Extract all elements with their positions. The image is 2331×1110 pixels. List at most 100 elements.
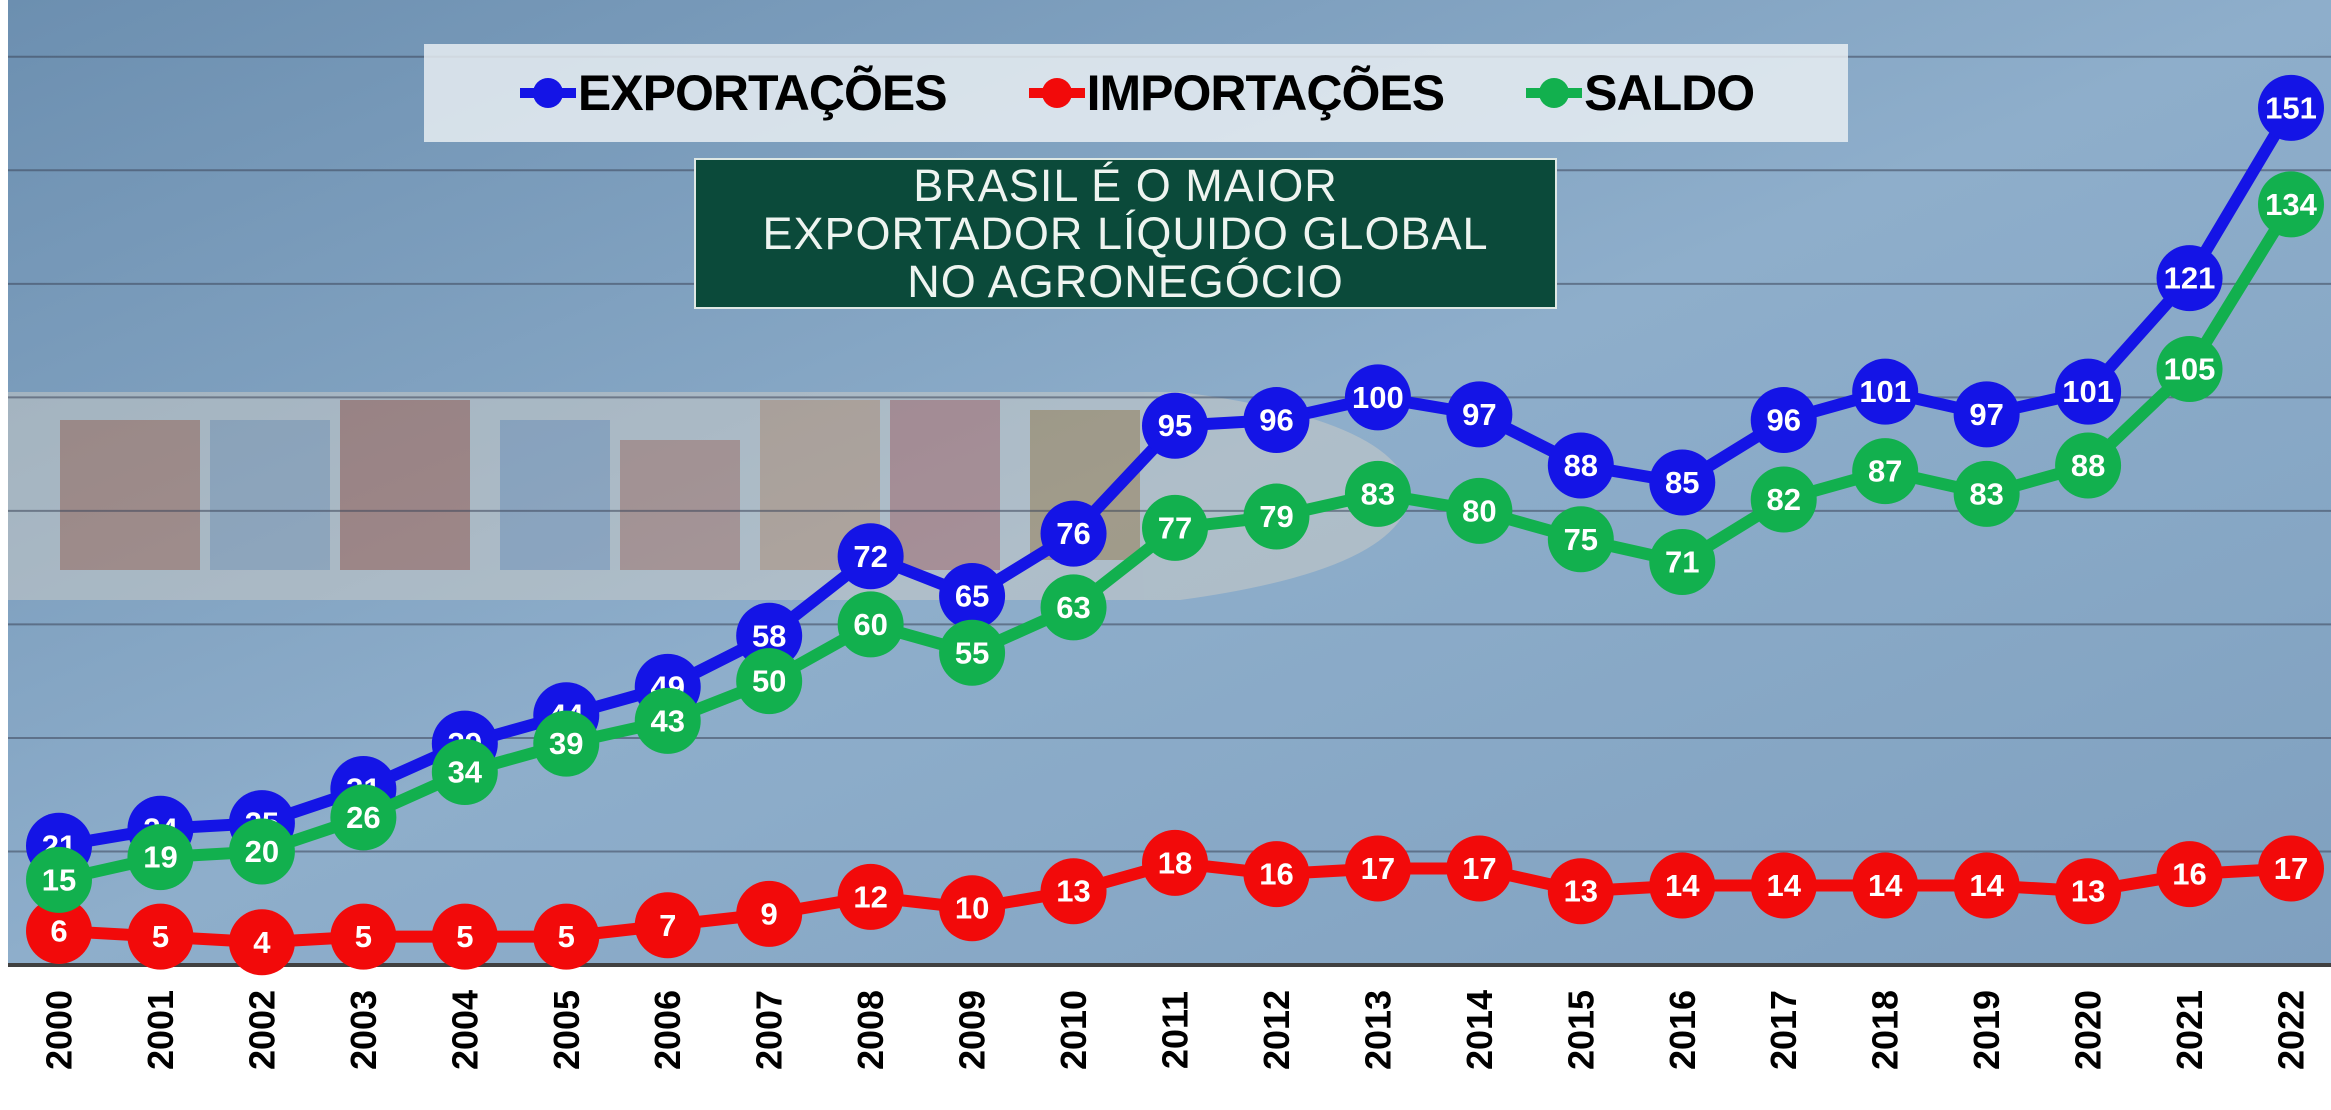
x-tick-label: 2012 [1256,990,1297,1070]
x-tick-label: 2019 [1966,990,2007,1070]
point [1040,858,1107,925]
point [1142,494,1208,561]
point [939,619,1006,686]
data-label: 14 [1868,868,1903,903]
legend-label: SALDO [1584,65,1755,121]
x-tick-label: 2013 [1357,990,1398,1070]
data-label: 6 [50,913,67,948]
data-label: 151 [2265,90,2317,125]
series: 6 5 4 5 5 5 7 9 12 10 13 18 16 17 17 13 14 14 14 14 13 16 17 [26,829,2324,976]
data-label: 60 [853,607,887,642]
data-label: 87 [1868,454,1902,489]
data-label: 14 [1665,868,1700,903]
x-tick-label: 2000 [39,990,80,1070]
data-label: 20 [245,834,279,869]
data-label: 85 [1665,465,1699,500]
point [533,903,600,970]
data-label: 13 [1056,874,1090,909]
point [1649,528,1716,595]
data-label: 9 [761,896,778,931]
data-label: 88 [2071,448,2105,483]
point [2258,171,2324,238]
point [1243,387,1310,454]
x-tick-label: 2008 [850,990,891,1070]
point [634,687,701,754]
data-label: 96 [1766,403,1800,438]
data-label: 26 [346,800,380,835]
legend-label: IMPORTAÇÕES [1086,65,1446,121]
x-tick-label: 2018 [1865,990,1906,1070]
data-label: 7 [659,908,676,943]
data-label: 83 [1361,476,1395,511]
point [1446,835,1513,902]
series: 15 19 20 26 34 39 43 50 60 55 63 77 79 83 80 75 71 82 87 83… [26,171,2324,913]
legend-item: IMPORTAÇÕES [1027,64,1445,122]
point [2156,335,2223,402]
point [26,846,92,913]
data-label: 97 [1969,397,2003,432]
point [1040,500,1107,567]
data-label: 13 [2071,874,2105,909]
point [1142,392,1208,459]
x-tick-label: 2002 [241,990,282,1070]
point [2055,858,2122,925]
data-label: 14 [1766,868,1801,903]
data-label: 13 [1564,874,1598,909]
data-label: 134 [2265,187,2317,222]
x-tick-label: 2017 [1763,990,1804,1070]
point [939,875,1006,942]
data-label: 10 [955,891,989,926]
point [228,818,295,885]
data-label: 18 [1158,845,1192,880]
point [1750,466,1817,533]
point [2055,432,2122,499]
data-label: 50 [752,664,786,699]
data-label: 83 [1969,476,2003,511]
data-label: 17 [2274,851,2308,886]
legend: EXPORTAÇÕES IMPORTAÇÕES SALDO [424,44,1848,142]
data-label: 95 [1158,408,1192,443]
data-label: 121 [2164,261,2216,296]
point [1547,432,1614,499]
series: 2124253139444958726576959610097888596101… [26,74,2324,879]
x-tick-label: 2016 [1662,990,1703,1070]
x-tick-label: 2004 [444,990,485,1070]
point [1649,449,1716,516]
point [1446,477,1513,544]
x-tick-label: 2007 [749,990,790,1070]
data-label: 77 [1158,510,1192,545]
point [939,563,1006,630]
point [1243,483,1310,550]
data-label: 16 [2172,857,2206,892]
point [127,903,194,970]
point [1750,852,1817,919]
data-label: 88 [1564,448,1598,483]
data-label: 5 [355,919,372,954]
data-label: 105 [2164,351,2216,386]
point [1852,852,1919,919]
point [1344,835,1411,902]
point [1953,460,2020,527]
point [127,824,194,891]
point [1750,387,1817,454]
x-tick-label: 2005 [546,990,587,1070]
point [26,897,92,964]
x-tick-label: 2003 [343,990,384,1070]
point [634,892,701,959]
data-label: 63 [1056,590,1090,625]
point [1852,438,1919,505]
data-label: 82 [1766,482,1800,517]
point [736,602,803,669]
point [736,648,803,715]
point [1852,358,1919,425]
point [431,739,498,805]
data-label: 12 [853,879,887,914]
point [2156,245,2223,312]
data-label: 65 [955,579,989,614]
point [1547,858,1614,925]
point [837,523,904,590]
legend-item: SALDO [1524,64,1755,122]
data-label: 76 [1056,516,1090,551]
data-label: 75 [1564,522,1598,557]
data-label: 39 [549,726,583,761]
